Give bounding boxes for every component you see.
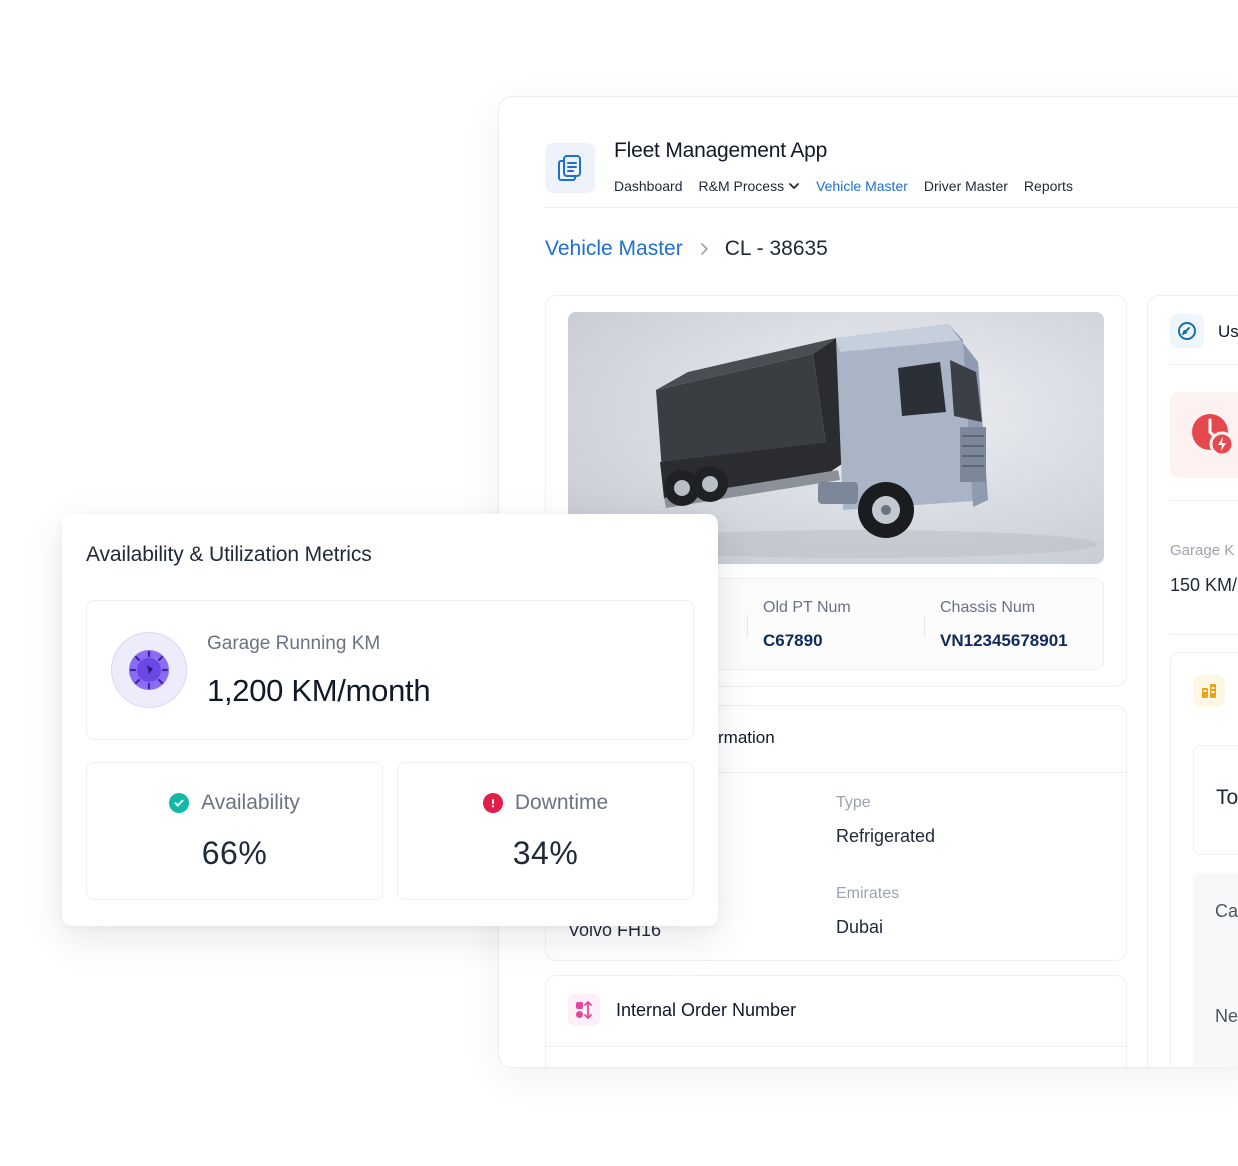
chassis-num-value: VN12345678901 [940, 631, 1068, 650]
main-nav: Dashboard R&M Process Vehicle Master Dri… [614, 178, 1073, 194]
subcard-inner: To [1193, 745, 1238, 855]
old-pt-num-label: Old PT Num [763, 599, 851, 616]
internal-order-card: Internal Order Number [545, 975, 1127, 1067]
nav-dashboard[interactable]: Dashboard [614, 178, 683, 194]
nav-reports[interactable]: Reports [1023, 178, 1073, 194]
garage-running-km-box: Garage Running KM 1,200 KM/month [86, 600, 694, 740]
subcard-list: Ca Ne [1193, 873, 1238, 1067]
availability-head: Availability [87, 791, 382, 815]
availability-box: Availability 66% [86, 762, 383, 900]
breadcrumb: Vehicle Master CL - 38635 [545, 237, 828, 261]
chassis-num: Chassis Num VN12345678901 [940, 599, 1068, 651]
usage-title: Us [1218, 322, 1238, 341]
availability-metrics-card: Availability & Utilization Metrics G [62, 514, 718, 926]
nav-rm-process-label: R&M Process [698, 178, 785, 194]
order-icon [568, 994, 600, 1026]
nav-driver-master[interactable]: Driver Master [923, 178, 1008, 194]
alert-circle-icon [482, 793, 503, 813]
garage-km-label: Garage K [1170, 542, 1235, 559]
availability-value: 66% [201, 835, 268, 871]
speed-alert-icon [1192, 414, 1235, 457]
app-logo[interactable] [545, 143, 595, 193]
usage-divider [1170, 500, 1238, 501]
document-copy-icon [558, 155, 581, 181]
garage-km-value: 150 KM/ [1170, 575, 1238, 595]
type-value: Refrigerated [836, 826, 936, 846]
downtime-label: Downtime [514, 791, 609, 814]
subcard-inner-text: To [1216, 786, 1238, 809]
usage-subcard: To Ca Ne [1170, 652, 1238, 1067]
downtime-head: Downtime [398, 791, 693, 815]
nav-vehicle-master[interactable]: Vehicle Master [816, 178, 908, 194]
emirates-value: Dubai [836, 917, 884, 937]
app-title: Fleet Management App [614, 139, 828, 162]
downtime-value: 34% [512, 835, 579, 871]
nav-rm-process[interactable]: R&M Process [699, 178, 801, 194]
emirates-label: Emirates [836, 885, 900, 902]
garage-running-km-value: 1,200 KM/month [207, 673, 431, 708]
subcard-row: Ca [1215, 901, 1238, 921]
emirates-field: Emirates Dubai [836, 885, 899, 938]
header-divider [545, 207, 1238, 208]
subcard-icon-wrap [1193, 675, 1225, 707]
chevron-right-icon [700, 243, 708, 255]
id-separator [747, 615, 748, 637]
dial-icon [129, 650, 169, 690]
sort-shapes-icon [576, 1001, 592, 1019]
availability-label: Availability [201, 791, 300, 814]
breadcrumb-current: CL - 38635 [724, 237, 828, 260]
info-divider [546, 772, 1126, 773]
type-label: Type [836, 794, 871, 811]
old-pt-num: Old PT Num C67890 [763, 599, 851, 651]
alert-box [1170, 392, 1238, 478]
km-icon-wrap [111, 632, 187, 708]
metrics-title: Availability & Utilization Metrics [86, 543, 372, 566]
usage-divider [1170, 634, 1238, 635]
order-divider [546, 1046, 1126, 1047]
garage-running-km-label: Garage Running KM [207, 633, 381, 654]
type-field: Type Refrigerated [836, 794, 935, 847]
breadcrumb-parent[interactable]: Vehicle Master [545, 237, 683, 260]
old-pt-num-value: C67890 [763, 631, 823, 650]
chassis-num-label: Chassis Num [940, 599, 1036, 616]
chevron-down-icon [789, 183, 799, 189]
usage-divider [1170, 364, 1238, 365]
downtime-box: Downtime 34% [397, 762, 694, 900]
info-title: rmation [718, 728, 775, 747]
usage-panel: Us Garage K 150 KM/ [1147, 295, 1238, 1067]
usage-icon-wrap [1170, 314, 1204, 348]
building-icon [1202, 684, 1216, 698]
subcard-row: Ne [1215, 1006, 1238, 1026]
gauge-icon [1178, 322, 1196, 340]
id-separator [924, 615, 925, 637]
check-circle-icon [169, 793, 190, 813]
order-title: Internal Order Number [616, 1000, 797, 1020]
